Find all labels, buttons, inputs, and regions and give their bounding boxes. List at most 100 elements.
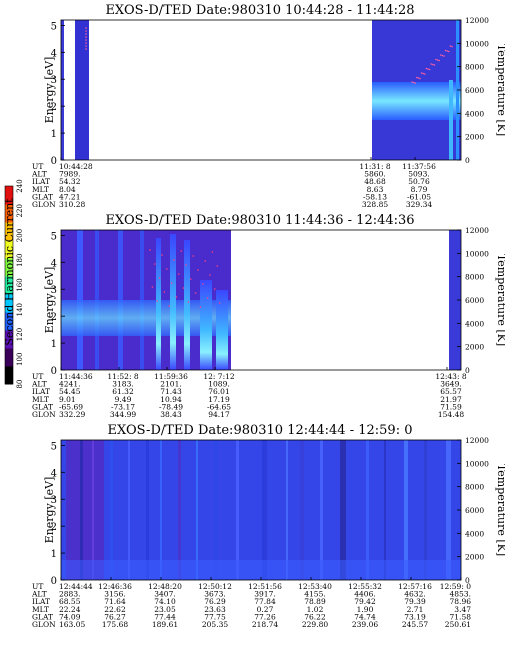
data-stripe xyxy=(404,440,408,580)
orbit-cell: 78.89 xyxy=(304,597,326,606)
orbit-cell: 218.74 xyxy=(252,620,278,629)
y2-tick-label: 6000 xyxy=(465,86,484,95)
temperature-point xyxy=(412,81,415,84)
panel-1-y2label: Temperature [K] xyxy=(495,44,505,136)
orbit-row-label: ALT xyxy=(31,170,47,179)
temperature-point xyxy=(199,306,202,308)
temperature-point xyxy=(85,33,87,35)
y-tick-label: 4 xyxy=(51,468,57,479)
orbit-cell: 12:43: 8 xyxy=(435,372,467,381)
y2-tick-label: 12000 xyxy=(465,226,489,235)
y2-tick-label: 4000 xyxy=(465,109,484,118)
orbit-cell: 12: 7:12 xyxy=(203,372,235,381)
y-tick-label: 5 xyxy=(51,21,57,32)
temperature-point xyxy=(168,305,170,307)
orbit-cell: 77.26 xyxy=(254,612,276,621)
y-tick-label: 3 xyxy=(51,495,57,506)
panel-1-plot-area xyxy=(61,20,461,160)
temperature-point xyxy=(85,48,87,50)
y2-tick-label: 2000 xyxy=(465,343,484,352)
temperature-point xyxy=(85,42,87,44)
y-tick-label: 1 xyxy=(51,549,57,560)
temperature-point xyxy=(85,36,87,38)
y2-tick-label: 10000 xyxy=(465,39,489,48)
temperature-point xyxy=(438,59,441,62)
data-stripe xyxy=(146,440,149,580)
data-stripe xyxy=(384,440,386,580)
y2-tick-label: 0 xyxy=(465,156,470,165)
colorbar-tick-label: 220 xyxy=(16,204,24,217)
temperature-point xyxy=(180,250,182,252)
y2-tick-label: 0 xyxy=(465,576,470,585)
orbit-cell: 1.02 xyxy=(307,605,324,614)
orbit-cell: -65.69 xyxy=(59,402,83,411)
temperature-point xyxy=(428,68,431,71)
colorbar-tick-label: 200 xyxy=(16,229,24,242)
orbit-cell: -64.65 xyxy=(207,402,231,411)
orbit-cell: 23.63 xyxy=(204,605,226,614)
orbit-cell: 22.62 xyxy=(104,605,126,614)
orbit-cell: 38.43 xyxy=(160,410,182,419)
y-tick-label: 3 xyxy=(51,285,57,296)
orbit-cell: -73.17 xyxy=(111,402,135,411)
panel-2-spike-d xyxy=(200,280,212,370)
temperature-point xyxy=(411,81,413,83)
panel-3-ylabel: Energy [eV] xyxy=(43,477,56,544)
orbit-row-label: UT xyxy=(32,582,43,591)
panel-2: EXOS-D/TED Date:980310 11:44:36 - 12:44:… xyxy=(31,213,505,419)
orbit-cell: 11:31: 8 xyxy=(359,162,391,171)
orbit-row-label: UT xyxy=(32,162,43,171)
orbit-cell: 11:37:56 xyxy=(402,162,436,171)
temperature-point xyxy=(149,249,151,251)
orbit-cell: 21.97 xyxy=(440,395,462,404)
orbit-cell: 68.55 xyxy=(59,597,81,606)
orbit-cell: 9.49 xyxy=(115,395,132,404)
temperature-point xyxy=(416,76,418,79)
y-tick-label: 4 xyxy=(51,258,57,269)
data-stripe xyxy=(178,440,181,580)
temperature-point xyxy=(417,77,420,79)
temperature-point xyxy=(202,283,204,285)
panel-2-spike-e xyxy=(216,290,228,370)
panel-2-title: EXOS-D/TED Date:980310 11:44:36 - 12:44:… xyxy=(105,213,414,228)
y2-tick-label: 8000 xyxy=(465,483,484,492)
temperature-point xyxy=(443,55,445,57)
orbit-cell: 74.10 xyxy=(154,597,176,606)
orbit-row-label: ILAT xyxy=(32,387,50,396)
colorbar-swatch xyxy=(5,204,13,223)
orbit-cell: 11:59:36 xyxy=(154,372,188,381)
temperature-point xyxy=(449,45,452,47)
orbit-cell: 47.21 xyxy=(59,192,80,201)
colorbar-swatch xyxy=(5,330,13,349)
data-stripe xyxy=(320,440,323,580)
orbit-cell: 12:46:36 xyxy=(98,582,132,591)
orbit-cell: 61.32 xyxy=(112,387,134,396)
orbit-cell: 77.75 xyxy=(204,612,226,621)
orbit-cell: 189.61 xyxy=(152,620,178,629)
y-tick-label: 5 xyxy=(51,231,57,242)
data-stripe xyxy=(236,440,239,580)
orbit-cell: 5860. xyxy=(364,170,385,179)
y-tick-label: 1 xyxy=(51,339,57,350)
orbit-cell: 5093. xyxy=(408,170,429,179)
temperature-point xyxy=(422,72,425,75)
temperature-point xyxy=(166,268,168,270)
colorbar-swatch xyxy=(5,276,13,295)
orbit-cell: 9.01 xyxy=(59,395,76,404)
temperature-point xyxy=(206,297,209,299)
orbit-cell: 8.79 xyxy=(411,185,428,194)
temperature-point xyxy=(185,264,187,266)
orbit-cell: 22.24 xyxy=(59,605,81,614)
colorbar-frame xyxy=(4,185,14,385)
orbit-cell: -58.13 xyxy=(363,192,387,201)
orbit-cell: 54.32 xyxy=(59,177,81,186)
orbit-row-label: ILAT xyxy=(32,177,50,186)
orbit-cell: 8.63 xyxy=(367,185,384,194)
data-stripe xyxy=(80,440,83,580)
orbit-cell: 23.05 xyxy=(154,605,176,614)
orbit-cell: 3183. xyxy=(112,380,133,389)
orbit-cell: 239.06 xyxy=(352,620,378,629)
colorbar-tick-labels: 80 100 120 140 160 180 200 220 240 xyxy=(16,179,24,388)
temperature-point xyxy=(433,64,436,66)
orbit-cell: 74.09 xyxy=(59,612,81,621)
